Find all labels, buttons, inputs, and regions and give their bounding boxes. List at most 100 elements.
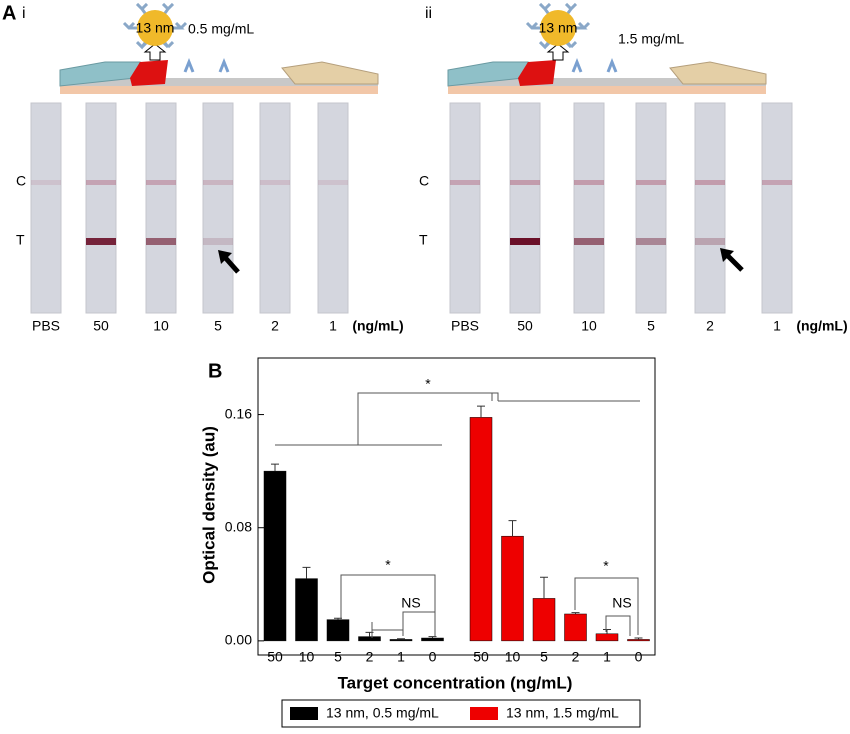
control-line	[574, 180, 604, 185]
test-line	[695, 238, 725, 245]
strip-backing	[448, 84, 766, 94]
gold-nanoparticle	[137, 10, 173, 46]
significance-label: *	[425, 376, 431, 392]
x-axis-title: Target concentration (ng/mL)	[338, 673, 573, 692]
lane-label: PBS	[451, 318, 479, 334]
error-bar	[271, 463, 279, 472]
control-line	[203, 180, 233, 185]
y-tick-label: 0.08	[225, 518, 252, 534]
error-bar	[603, 629, 611, 634]
conjugate-pad	[130, 60, 168, 86]
test-strip	[761, 102, 793, 314]
lane-label: 50	[93, 318, 109, 334]
x-tick-label: 1	[397, 649, 405, 665]
significance-bracket	[605, 615, 631, 636]
test-strip	[30, 102, 62, 314]
bar	[389, 639, 413, 642]
significance-bracket	[402, 611, 436, 636]
significance-label: *	[603, 558, 609, 574]
strip-membrane	[60, 78, 378, 86]
x-tick-label: 0	[635, 649, 643, 665]
error-bar	[508, 520, 517, 537]
unit-label: (ng/mL)	[352, 318, 403, 334]
bar	[595, 633, 619, 642]
panel-label: B	[208, 360, 222, 382]
line-label: C	[16, 173, 26, 189]
lane-label: 10	[581, 318, 597, 334]
antibody-icon	[571, 57, 618, 73]
strip-membrane	[448, 78, 766, 86]
test-strip	[202, 102, 234, 314]
control-line	[260, 180, 290, 185]
x-tick-label: 5	[334, 649, 342, 665]
control-line	[762, 180, 792, 185]
particle-size: 13 nm	[136, 20, 175, 36]
particle-size: 13 nm	[539, 20, 578, 36]
conjugate-pad	[518, 60, 556, 86]
absorbent-pad	[669, 61, 767, 85]
error-bar	[397, 638, 405, 640]
test-line	[574, 238, 604, 245]
significance-bracket	[275, 392, 640, 446]
bar	[263, 470, 287, 642]
y-axis-title: Optical density (au)	[199, 426, 218, 584]
line-label: C	[419, 173, 429, 189]
bar	[564, 613, 587, 642]
control-line	[636, 180, 666, 185]
x-tick-label: 5	[540, 649, 548, 665]
bar	[627, 639, 650, 642]
control-line	[450, 180, 480, 185]
control-line	[86, 180, 116, 185]
test-strip	[573, 102, 605, 314]
line-label: T	[419, 232, 428, 248]
control-line	[695, 180, 725, 185]
test-strip	[694, 102, 726, 314]
error-bar	[428, 636, 437, 639]
error-bar	[302, 566, 311, 579]
unit-label: (ng/mL)	[796, 318, 847, 334]
bar	[326, 619, 350, 642]
significance-label: NS	[401, 595, 420, 611]
error-bar	[477, 405, 485, 418]
plot-frame	[257, 357, 656, 656]
lane-label: 2	[706, 318, 714, 334]
lane-label: 50	[517, 318, 533, 334]
gold-nanoparticle	[540, 10, 576, 46]
antibody-icon	[183, 57, 230, 73]
y-tick-label: 0.16	[225, 405, 252, 421]
bar	[421, 637, 444, 642]
significance-label: NS	[612, 595, 631, 611]
lane-label: 1	[329, 318, 337, 334]
x-tick-label: 2	[572, 649, 580, 665]
lane-label: 2	[271, 318, 279, 334]
x-tick-label: 1	[603, 649, 611, 665]
significance-bracket	[340, 574, 436, 635]
test-line	[510, 238, 540, 245]
bar	[501, 535, 524, 642]
error-bar	[571, 612, 580, 614]
lane-label: 5	[647, 318, 655, 334]
error-bar	[634, 637, 643, 640]
significance-bracket	[574, 577, 639, 635]
x-tick-label: 50	[473, 649, 489, 665]
line-label: T	[16, 232, 25, 248]
x-tick-label: 50	[267, 649, 283, 665]
test-line	[636, 238, 666, 245]
antibody-concentration: 0.5 mg/mL	[188, 21, 254, 37]
test-strip	[85, 102, 117, 314]
control-line	[146, 180, 176, 185]
antibody-concentration: 1.5 mg/mL	[618, 31, 684, 47]
test-strip	[259, 102, 291, 314]
bar	[532, 598, 556, 642]
up-arrow	[143, 43, 167, 61]
lane-label: PBS	[32, 318, 60, 334]
x-tick-label: 0	[429, 649, 437, 665]
x-tick-label: 10	[299, 649, 315, 665]
test-strip	[145, 102, 177, 314]
legend-label: 13 nm, 1.5 mg/mL	[506, 705, 619, 721]
test-line	[146, 238, 176, 245]
legend-label: 13 nm, 0.5 mg/mL	[326, 705, 439, 721]
bar	[358, 636, 381, 642]
subpanel-label: i	[22, 5, 26, 22]
error-bar	[540, 576, 548, 599]
